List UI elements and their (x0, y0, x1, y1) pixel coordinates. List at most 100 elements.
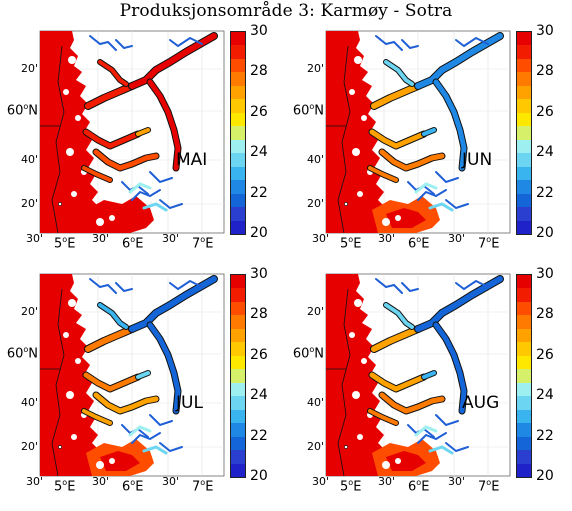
colorbar (516, 31, 532, 235)
colorbar-segment (231, 99, 245, 114)
colorbar (516, 274, 532, 478)
colorbar-segment (231, 32, 245, 46)
month-label: JUL (176, 393, 203, 413)
colorbar-segment (231, 436, 245, 451)
colorbar-segment (517, 328, 531, 343)
colorbar-segment (517, 301, 531, 316)
colorbar-segment (231, 463, 245, 478)
colorbar-segment (231, 85, 245, 100)
colorbar-segment (231, 58, 245, 73)
colorbar-segment (231, 342, 245, 357)
colorbar-segment (231, 153, 245, 168)
lon-label: 30' (92, 475, 110, 488)
figure-title: Produksjonsområde 3: Karmøy - Sotra (119, 1, 453, 21)
colorbar-tick: 26 (250, 103, 268, 120)
month-label: MAI (176, 150, 208, 170)
lon-label: 30' (162, 232, 180, 245)
lat-label: 40' (20, 153, 38, 166)
colorbar-segment (517, 193, 531, 208)
month-label: JUN (462, 150, 493, 170)
temperature-map (39, 273, 225, 477)
colorbar-segment (517, 409, 531, 424)
lon-label: 7oE (478, 235, 500, 252)
colorbar-tick: 22 (250, 427, 268, 444)
lon-label: 30' (312, 475, 330, 488)
lon-label: 30' (448, 475, 466, 488)
colorbar-segment (231, 112, 245, 127)
colorbar-tick: 20 (536, 468, 554, 484)
colorbar-segment (517, 355, 531, 370)
colorbar-segment (231, 275, 245, 289)
lat-label: 60oN (6, 345, 38, 362)
lon-label: 30' (378, 232, 396, 245)
lat-label: 40' (306, 153, 324, 166)
colorbar-segment (231, 369, 245, 384)
colorbar-segment (517, 436, 531, 451)
colorbar-segment (517, 153, 531, 168)
colorbar-segment (517, 288, 531, 303)
lat-label: 20' (306, 62, 324, 75)
colorbar-segment (231, 207, 245, 222)
colorbar-segment (231, 288, 245, 303)
lat-label: 60oN (292, 102, 324, 119)
lat-label: 20' (20, 197, 38, 210)
lon-label: 5oE (54, 235, 76, 252)
colorbar (230, 274, 246, 478)
map-panel-mai: 20' 60oN 40' 20' 30' 5oE 30' 6oE 30' 7oE MAI 30 28 26… (0, 22, 286, 266)
colorbar-tick: 28 (536, 63, 554, 80)
map-panel-jul: 20' 60oN 40' 20' 30' 5oE 30' 6oE 30' 7oE JUL 30 28 26… (0, 265, 286, 509)
lon-label: 7oE (192, 478, 214, 495)
colorbar-segment (517, 396, 531, 411)
colorbar-segment (517, 139, 531, 154)
lon-label: 30' (378, 475, 396, 488)
colorbar-segment (231, 382, 245, 397)
colorbar-segment (231, 423, 245, 438)
lon-label: 5oE (340, 478, 362, 495)
colorbar-tick: 22 (536, 427, 554, 444)
lon-label: 6oE (122, 478, 144, 495)
lon-label: 6oE (122, 235, 144, 252)
lon-label: 30' (448, 232, 466, 245)
lon-label: 5oE (340, 235, 362, 252)
colorbar-segment (231, 72, 245, 87)
colorbar-segment (231, 355, 245, 370)
colorbar-segment (231, 193, 245, 208)
colorbar-segment (517, 369, 531, 384)
colorbar-segment (231, 409, 245, 424)
colorbar-segment (517, 126, 531, 141)
colorbar-segment (517, 58, 531, 73)
colorbar-segment (517, 32, 531, 46)
colorbar-segment (517, 315, 531, 330)
lon-label: 7oE (192, 235, 214, 252)
colorbar-tick: 24 (250, 144, 268, 161)
colorbar-tick: 26 (536, 103, 554, 120)
colorbar-tick: 20 (250, 468, 268, 484)
lat-label: 60oN (292, 345, 324, 362)
lon-label: 30' (312, 232, 330, 245)
map-panel-aug: 20' 60oN 40' 20' 30' 5oE 30' 6oE 30' 7oE AUG 30 28 26… (286, 265, 572, 509)
lon-label: 6oE (408, 478, 430, 495)
colorbar-segment (231, 396, 245, 411)
colorbar-tick: 28 (250, 306, 268, 323)
colorbar-tick: 26 (250, 346, 268, 363)
temperature-map (39, 30, 225, 234)
colorbar-segment (231, 220, 245, 235)
lon-label: 30' (162, 475, 180, 488)
colorbar-segment (231, 45, 245, 60)
colorbar-segment (517, 220, 531, 235)
lat-label: 20' (306, 440, 324, 453)
colorbar-segment (517, 85, 531, 100)
colorbar-tick: 22 (250, 184, 268, 201)
lat-label: 20' (20, 440, 38, 453)
colorbar-segment (517, 45, 531, 60)
lon-label: 5oE (54, 478, 76, 495)
colorbar-segment (231, 166, 245, 181)
colorbar-segment (231, 139, 245, 154)
lon-label: 30' (26, 475, 44, 488)
colorbar-tick: 24 (536, 387, 554, 404)
temperature-map (325, 30, 511, 234)
colorbar-segment (231, 126, 245, 141)
colorbar-tick: 28 (536, 306, 554, 323)
colorbar-tick: 30 (536, 23, 554, 39)
lat-label: 40' (20, 396, 38, 409)
